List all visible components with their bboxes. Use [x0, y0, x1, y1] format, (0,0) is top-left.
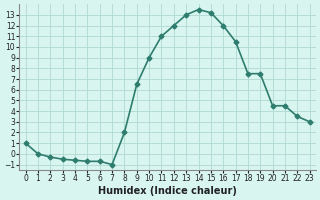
X-axis label: Humidex (Indice chaleur): Humidex (Indice chaleur) [98, 186, 237, 196]
